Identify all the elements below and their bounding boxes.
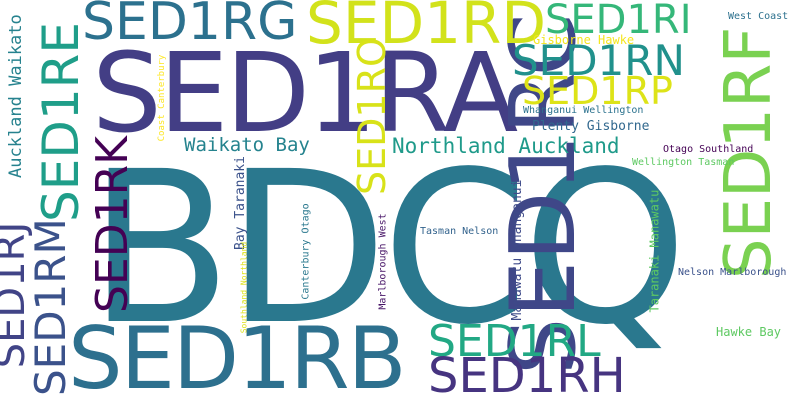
word-tasman-nelson: Tasman Nelson	[420, 226, 499, 237]
word-sed1re: SED1RE	[32, 22, 90, 222]
word-sed1rn: SED1RN	[512, 36, 685, 85]
word-taranaki-manawatu: Taranaki Manawatu	[647, 189, 662, 313]
word-otago-southland: Otago Southland	[663, 144, 754, 155]
word-sed1ri: SED1RI	[545, 0, 692, 43]
word-sed1rh: SED1RH	[428, 348, 626, 400]
word-plenty-gisborne: Plenty Gisborne	[532, 119, 650, 134]
word-sed1rg: SED1RG	[82, 0, 298, 52]
word-wellington-tasman: Wellington Tasman	[632, 157, 735, 168]
word-waikato-bay: Waikato Bay	[184, 134, 310, 156]
word-sed1ro: SED1RO	[350, 37, 394, 195]
word-manawatu-whanganui: Manawatu Whanganui	[510, 179, 525, 321]
word-sed1rl: SED1RL	[428, 316, 601, 367]
word-northland-auckland: Northland Auckland	[392, 134, 620, 158]
word-bdcq: BDCQ	[88, 126, 688, 371]
word-gisborne-hawke: Gisborne Hawke	[533, 33, 635, 47]
word-sed1rm: SED1RM	[26, 218, 75, 396]
word-sed1rk: SED1RK	[87, 135, 138, 313]
word-hawke-bay: Hawke Bay	[716, 325, 782, 339]
word-sed1rp: SED1RP	[522, 69, 673, 113]
word-west-coast: West Coast	[728, 11, 789, 22]
word-southland-northland: Southland Northland	[239, 241, 249, 334]
word-sed1rb: SED1RB	[68, 309, 407, 400]
word-sed1rd: SED1RD	[306, 0, 546, 57]
word-sed1rf: SED1RF	[712, 26, 786, 279]
word-coast-canterbury: Coast Canterbury	[157, 54, 167, 142]
word-auckland-waikato: Auckland Waikato	[6, 14, 26, 178]
word-nelson-marlborough: Nelson Marlborough	[678, 267, 787, 278]
word-marlborough-west: Marlborough West	[377, 213, 389, 310]
word-sed1ra: SED1RA	[92, 29, 518, 157]
word-whanganui-wellington: Whanganui Wellington	[523, 105, 644, 116]
word-canterbury-otago: Canterbury Otago	[300, 203, 312, 300]
